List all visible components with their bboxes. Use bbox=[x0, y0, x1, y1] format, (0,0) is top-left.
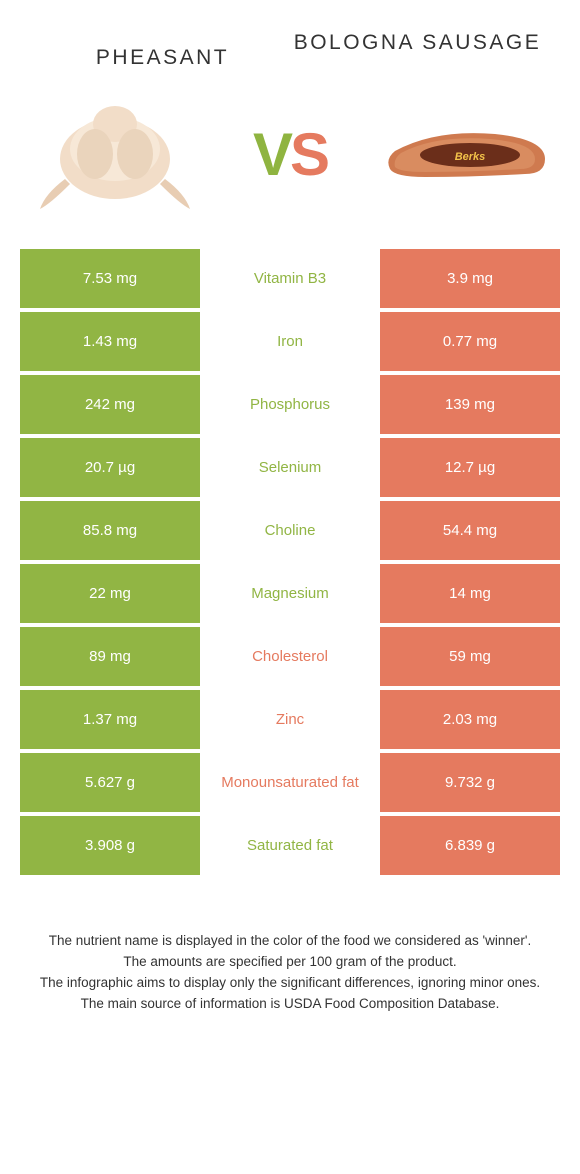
cell-left-value: 242 mg bbox=[20, 375, 200, 434]
cell-left-value: 1.43 mg bbox=[20, 312, 200, 371]
cell-nutrient-label: Monounsaturated fat bbox=[200, 753, 380, 812]
footer-line: The infographic aims to display only the… bbox=[35, 973, 545, 994]
table-row: 1.37 mgZinc2.03 mg bbox=[20, 690, 560, 749]
cell-left-value: 3.908 g bbox=[20, 816, 200, 875]
cell-right-value: 59 mg bbox=[380, 627, 560, 686]
cell-nutrient-label: Choline bbox=[200, 501, 380, 560]
cell-nutrient-label: Cholesterol bbox=[200, 627, 380, 686]
cell-left-value: 85.8 mg bbox=[20, 501, 200, 560]
cell-right-value: 54.4 mg bbox=[380, 501, 560, 560]
comparison-table: 7.53 mgVitamin B33.9 mg1.43 mgIron0.77 m… bbox=[0, 249, 580, 875]
vs-v: V bbox=[253, 120, 290, 189]
cell-right-value: 6.839 g bbox=[380, 816, 560, 875]
footer-line: The main source of information is USDA F… bbox=[35, 994, 545, 1015]
table-row: 22 mgMagnesium14 mg bbox=[20, 564, 560, 623]
sausage-icon: Berks bbox=[375, 119, 555, 189]
svg-text:Berks: Berks bbox=[455, 151, 486, 163]
title-left: Pheasant bbox=[35, 30, 290, 71]
table-row: 1.43 mgIron0.77 mg bbox=[20, 312, 560, 371]
header: Pheasant Bologna sausage bbox=[0, 0, 580, 79]
cell-right-value: 0.77 mg bbox=[380, 312, 560, 371]
cell-left-value: 5.627 g bbox=[20, 753, 200, 812]
footer-line: The amounts are specified per 100 gram o… bbox=[35, 952, 545, 973]
cell-right-value: 14 mg bbox=[380, 564, 560, 623]
vs-label: VS bbox=[253, 120, 327, 189]
cell-right-value: 2.03 mg bbox=[380, 690, 560, 749]
pheasant-image bbox=[20, 79, 210, 229]
cell-nutrient-label: Iron bbox=[200, 312, 380, 371]
cell-left-value: 20.7 µg bbox=[20, 438, 200, 497]
cell-left-value: 89 mg bbox=[20, 627, 200, 686]
cell-nutrient-label: Zinc bbox=[200, 690, 380, 749]
cell-right-value: 12.7 µg bbox=[380, 438, 560, 497]
sausage-image: Berks bbox=[370, 79, 560, 229]
cell-left-value: 7.53 mg bbox=[20, 249, 200, 308]
footer-notes: The nutrient name is displayed in the co… bbox=[0, 879, 580, 1015]
footer-line: The nutrient name is displayed in the co… bbox=[35, 931, 545, 952]
title-right: Bologna sausage bbox=[290, 30, 545, 56]
cell-nutrient-label: Selenium bbox=[200, 438, 380, 497]
vs-s: S bbox=[290, 120, 327, 189]
table-row: 20.7 µgSelenium12.7 µg bbox=[20, 438, 560, 497]
cell-left-value: 22 mg bbox=[20, 564, 200, 623]
cell-nutrient-label: Saturated fat bbox=[200, 816, 380, 875]
cell-nutrient-label: Phosphorus bbox=[200, 375, 380, 434]
images-row: VS Berks bbox=[0, 79, 580, 249]
table-row: 89 mgCholesterol59 mg bbox=[20, 627, 560, 686]
pheasant-icon bbox=[25, 84, 205, 224]
cell-right-value: 3.9 mg bbox=[380, 249, 560, 308]
cell-nutrient-label: Magnesium bbox=[200, 564, 380, 623]
table-row: 85.8 mgCholine54.4 mg bbox=[20, 501, 560, 560]
cell-left-value: 1.37 mg bbox=[20, 690, 200, 749]
cell-nutrient-label: Vitamin B3 bbox=[200, 249, 380, 308]
cell-right-value: 9.732 g bbox=[380, 753, 560, 812]
table-row: 242 mgPhosphorus139 mg bbox=[20, 375, 560, 434]
cell-right-value: 139 mg bbox=[380, 375, 560, 434]
table-row: 7.53 mgVitamin B33.9 mg bbox=[20, 249, 560, 308]
table-row: 5.627 gMonounsaturated fat9.732 g bbox=[20, 753, 560, 812]
table-row: 3.908 gSaturated fat6.839 g bbox=[20, 816, 560, 875]
